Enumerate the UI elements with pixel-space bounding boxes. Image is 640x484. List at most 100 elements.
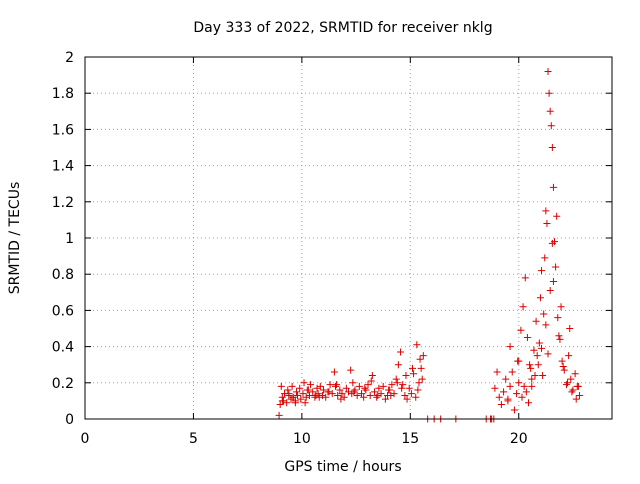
data-point: [302, 393, 310, 401]
y-tick-label: 1: [65, 231, 74, 247]
data-point: [385, 386, 393, 394]
data-point: [527, 364, 535, 372]
data-point: [284, 386, 292, 394]
data-point: [348, 390, 356, 398]
data-point: [368, 372, 376, 380]
data-point: [531, 372, 539, 380]
data-point: [413, 341, 421, 349]
data-point: [567, 375, 575, 383]
data-point: [417, 364, 425, 372]
data-point: [522, 388, 530, 396]
data-point: [513, 390, 521, 398]
y-tick-label: 0.6: [52, 303, 74, 319]
data-point: [538, 267, 546, 275]
data-point: [361, 384, 369, 392]
data-point: [379, 382, 387, 390]
data-point: [548, 144, 556, 151]
data-point: [297, 395, 305, 403]
data-point: [418, 375, 426, 383]
data-point: [301, 399, 309, 407]
data-point: [528, 375, 536, 383]
data-point: [364, 381, 372, 389]
data-point: [355, 382, 363, 390]
data-point: [351, 386, 359, 394]
x-tick-label: 10: [293, 431, 311, 447]
data-point: [534, 361, 542, 369]
data-point: [334, 391, 342, 399]
data-point: [331, 382, 339, 390]
data-point: [320, 386, 328, 394]
data-point: [539, 372, 547, 380]
y-tick-label: 0.4: [52, 340, 74, 356]
data-point: [572, 395, 580, 403]
data-point: [381, 395, 389, 403]
y-tick-label: 1.2: [52, 195, 74, 211]
data-point: [495, 393, 503, 401]
data-point: [304, 386, 312, 394]
data-point: [353, 391, 361, 399]
data-point: [392, 375, 400, 383]
data-point: [340, 393, 348, 401]
data-point: [520, 382, 528, 390]
data-point: [555, 332, 563, 340]
data-point: [399, 381, 407, 389]
data-point: [491, 384, 499, 392]
data-point: [525, 399, 533, 407]
y-tick-label: 2: [65, 50, 74, 66]
data-point: [333, 381, 341, 389]
data-point: [407, 390, 415, 398]
data-point: [574, 382, 582, 390]
data-point: [546, 286, 554, 294]
data-point: [497, 401, 505, 409]
plot-frame: [84, 56, 613, 420]
data-point: [416, 355, 424, 363]
data-point: [276, 401, 284, 409]
data-point: [337, 395, 345, 403]
data-point: [546, 107, 554, 115]
data-point: [523, 334, 531, 342]
data-point: [414, 386, 422, 394]
data-point: [325, 388, 333, 396]
data-point: [291, 399, 299, 407]
data-point: [508, 368, 516, 376]
data-point: [360, 393, 368, 401]
data-point: [322, 393, 330, 401]
y-tick-label: 1.4: [52, 159, 74, 175]
data-point: [296, 384, 304, 392]
data-point: [518, 393, 526, 401]
data-point: [309, 388, 317, 396]
data-point: [506, 343, 514, 351]
y-tick-label: 0.2: [52, 376, 74, 392]
data-point: [366, 391, 374, 399]
data-point: [294, 391, 302, 399]
data-point: [542, 207, 550, 215]
data-point: [387, 391, 395, 399]
data-point: [552, 263, 560, 271]
data-point: [553, 212, 561, 220]
data-point: [401, 391, 409, 399]
data-point: [338, 390, 346, 398]
x-tick-label: 0: [81, 431, 90, 447]
data-point: [540, 310, 548, 318]
data-point: [557, 303, 565, 311]
data-point: [375, 384, 383, 392]
y-tick-label: 1.6: [52, 122, 74, 138]
data-point: [336, 386, 344, 394]
data-point: [554, 314, 562, 322]
data-point: [405, 384, 413, 392]
data-point: [571, 370, 579, 378]
data-point: [326, 381, 334, 389]
data-point: [500, 388, 508, 396]
data-point: [299, 390, 307, 398]
data-point: [517, 326, 525, 334]
y-tick-label: 0.8: [52, 267, 74, 283]
x-tick-label: 20: [510, 431, 528, 447]
data-point: [502, 375, 510, 383]
chart-title: Day 333 of 2022, SRMTID for receiver nkl…: [193, 20, 492, 36]
data-point: [347, 366, 355, 374]
data-point: [410, 370, 418, 378]
data-point: [373, 393, 381, 401]
y-tick-label: 1.8: [52, 86, 74, 102]
data-point: [288, 382, 296, 390]
